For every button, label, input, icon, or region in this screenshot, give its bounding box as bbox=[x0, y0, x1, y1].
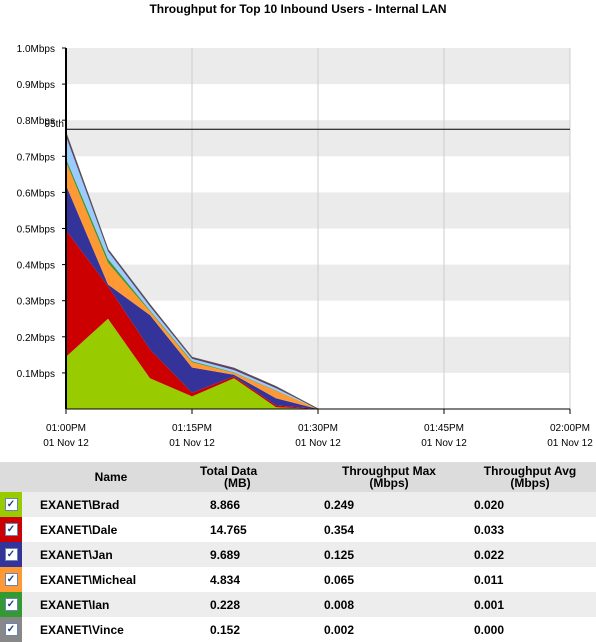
series-color-swatch: ✓ bbox=[0, 542, 22, 567]
x-tick-date: 01 Nov 12 bbox=[43, 438, 89, 449]
series-checkbox[interactable]: ✓ bbox=[4, 623, 18, 636]
users-table: Name Total Data (MB) Throughput Max (Mbp… bbox=[0, 462, 596, 642]
row-name: EXANET\Jan bbox=[22, 542, 200, 567]
area-series bbox=[65, 132, 319, 410]
x-tick-date: 01 Nov 12 bbox=[295, 438, 341, 449]
header-max[interactable]: Throughput Max (Mbps) bbox=[314, 462, 464, 492]
x-tick-date: 01 Nov 12 bbox=[421, 438, 467, 449]
header-name[interactable]: Name bbox=[22, 462, 200, 492]
threshold-label: 95th bbox=[45, 119, 64, 130]
row-throughput-avg: 0.020 bbox=[464, 492, 596, 517]
area-series-2 bbox=[66, 185, 318, 409]
row-swatch: ✓ bbox=[0, 542, 22, 567]
row-swatch: ✓ bbox=[0, 517, 22, 542]
row-swatch: ✓ bbox=[0, 567, 22, 592]
row-swatch: ✓ bbox=[0, 592, 22, 617]
x-tick-time: 01:30PM bbox=[298, 423, 338, 434]
x-tick-date: 01 Nov 12 bbox=[547, 438, 593, 449]
x-tick-time: 02:00PM bbox=[550, 423, 590, 434]
header-total[interactable]: Total Data (MB) bbox=[200, 462, 314, 492]
row-throughput-avg: 0.011 bbox=[464, 567, 596, 592]
y-tick-label: 0.7Mbps bbox=[17, 152, 55, 163]
row-throughput-max: 0.125 bbox=[314, 542, 464, 567]
y-tick-label: 1.0Mbps bbox=[17, 44, 55, 55]
area-top-outline bbox=[65, 132, 319, 410]
header-avg[interactable]: Throughput Avg (Mbps) bbox=[464, 462, 596, 492]
row-throughput-max: 0.002 bbox=[314, 617, 464, 642]
series-checkbox[interactable]: ✓ bbox=[4, 573, 18, 586]
tick-labels: 95th 0.1Mbps 0.2Mbps 0.3Mbps 0.4Mbps 0.5Mbps 0… bbox=[17, 44, 594, 449]
table-row: ✓ EXANET\Dale 14.765 0.354 0.033 bbox=[0, 517, 596, 542]
throughput-chart: 95th 0.1Mbps 0.2Mbps 0.3Mbps 0.4Mbps 0.5Mbps 0… bbox=[17, 44, 594, 449]
row-swatch: ✓ bbox=[0, 492, 22, 517]
series-checkbox[interactable]: ✓ bbox=[4, 523, 18, 536]
y-tick-label: 0.8Mbps bbox=[17, 116, 55, 127]
header-max-line1: Throughput Max bbox=[342, 464, 436, 478]
axes bbox=[62, 47, 571, 414]
row-total-data: 0.152 bbox=[200, 617, 314, 642]
x-tick-time: 01:45PM bbox=[424, 423, 464, 434]
header-avg-line2: (Mbps) bbox=[510, 476, 550, 490]
row-swatch: ✓ bbox=[0, 617, 22, 642]
y-tick-label: 0.6Mbps bbox=[17, 188, 55, 199]
series-color-swatch: ✓ bbox=[0, 492, 22, 517]
header-max-line2: (Mbps) bbox=[369, 476, 409, 490]
chart-title: Throughput for Top 10 Inbound Users - In… bbox=[149, 2, 447, 16]
area-series-1 bbox=[66, 230, 318, 409]
y-tick-label: 0.2Mbps bbox=[17, 333, 55, 344]
row-name: EXANET\Dale bbox=[22, 517, 200, 542]
table-row: ✓ EXANET\Micheal 4.834 0.065 0.011 bbox=[0, 567, 596, 592]
row-name: EXANET\Micheal bbox=[22, 567, 200, 592]
x-tick-date: 01 Nov 12 bbox=[169, 438, 215, 449]
row-throughput-avg: 0.001 bbox=[464, 592, 596, 617]
row-throughput-avg: 0.033 bbox=[464, 517, 596, 542]
y-tick-label: 0.3Mbps bbox=[17, 297, 55, 308]
area-series-0 bbox=[66, 318, 318, 409]
y-tick-label: 0.4Mbps bbox=[17, 261, 55, 272]
row-total-data: 8.866 bbox=[200, 492, 314, 517]
x-tick-time: 01:00PM bbox=[46, 423, 86, 434]
row-throughput-max: 0.065 bbox=[314, 567, 464, 592]
x-tick-time: 01:15PM bbox=[172, 423, 212, 434]
header-avg-line1: Throughput Avg bbox=[483, 464, 577, 478]
table-row: ✓ EXANET\Ian 0.228 0.008 0.001 bbox=[0, 592, 596, 617]
area-series-3 bbox=[66, 161, 318, 409]
series-checkbox[interactable]: ✓ bbox=[4, 548, 18, 561]
y-tick-label: 0.9Mbps bbox=[17, 80, 55, 91]
table-row: ✓ EXANET\Vince 0.152 0.002 0.000 bbox=[0, 617, 596, 642]
row-name: EXANET\Brad bbox=[22, 492, 200, 517]
series-color-swatch: ✓ bbox=[0, 592, 22, 617]
row-throughput-max: 0.249 bbox=[314, 492, 464, 517]
row-total-data: 0.228 bbox=[200, 592, 314, 617]
row-total-data: 14.765 bbox=[200, 517, 314, 542]
series-color-swatch: ✓ bbox=[0, 567, 22, 592]
series-checkbox[interactable]: ✓ bbox=[4, 598, 18, 611]
row-throughput-max: 0.008 bbox=[314, 592, 464, 617]
row-total-data: 4.834 bbox=[200, 567, 314, 592]
row-throughput-max: 0.354 bbox=[314, 517, 464, 542]
row-name: EXANET\Vince bbox=[22, 617, 200, 642]
table-body: ✓ EXANET\Brad 8.866 0.249 0.020 ✓ EXANET\Dale 1… bbox=[0, 492, 596, 642]
y-tick-label: 0.1Mbps bbox=[17, 369, 55, 380]
series-color-swatch: ✓ bbox=[0, 617, 22, 642]
header-total-line1: Total Data bbox=[200, 464, 258, 478]
series-checkbox[interactable]: ✓ bbox=[4, 498, 18, 511]
row-total-data: 9.689 bbox=[200, 542, 314, 567]
row-throughput-avg: 0.000 bbox=[464, 617, 596, 642]
table-header-row: Name Total Data (MB) Throughput Max (Mbp… bbox=[0, 462, 596, 492]
table-row: ✓ EXANET\Jan 9.689 0.125 0.022 bbox=[0, 542, 596, 567]
header-swatch bbox=[0, 462, 22, 492]
header-total-line2: (MB) bbox=[224, 476, 251, 490]
header-name-label: Name bbox=[94, 470, 128, 484]
row-name: EXANET\Ian bbox=[22, 592, 200, 617]
series-color-swatch: ✓ bbox=[0, 517, 22, 542]
table-row: ✓ EXANET\Brad 8.866 0.249 0.020 bbox=[0, 492, 596, 517]
row-throughput-avg: 0.022 bbox=[464, 542, 596, 567]
y-tick-label: 0.5Mbps bbox=[17, 225, 55, 236]
